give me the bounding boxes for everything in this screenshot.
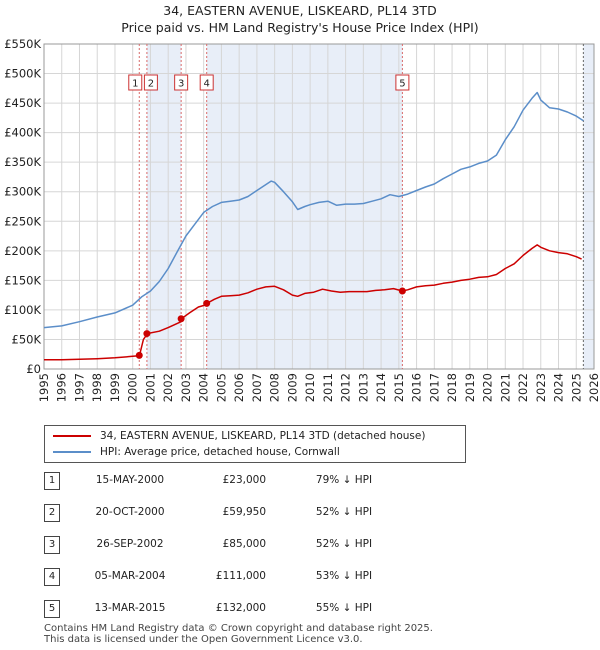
sale-label-box — [395, 74, 410, 91]
transaction-price: £23,000 — [222, 474, 266, 486]
sale-label: 4 — [204, 79, 210, 90]
y-tick-label: £150K — [4, 273, 41, 287]
x-tick-label: 2005 — [214, 373, 228, 402]
y-tick-label: £400K — [4, 126, 41, 140]
x-tick-label: 2008 — [268, 373, 282, 402]
sale-label-box — [199, 74, 214, 91]
x-tick-label: 2016 — [410, 373, 424, 402]
y-tick-label: £250K — [4, 214, 41, 228]
shaded-period — [583, 44, 594, 369]
sale-label: 2 — [148, 79, 154, 90]
sale-label-box — [174, 74, 189, 91]
legend-swatch-hpi — [53, 451, 91, 453]
legend-swatch-property — [53, 435, 91, 437]
sale-point — [398, 287, 406, 295]
sale-label: 5 — [399, 79, 405, 90]
x-tick-label: 2021 — [498, 373, 512, 402]
plot-frame — [43, 43, 595, 370]
x-tick-label: 2023 — [534, 373, 548, 402]
footer: Contains HM Land Registry data © Crown c… — [44, 623, 433, 645]
transaction-badge: 2 — [44, 504, 60, 522]
y-tick-label: £300K — [4, 185, 41, 199]
x-tick-label: 2010 — [303, 373, 317, 402]
legend-item-property: 34, EASTERN AVENUE, LISKEARD, PL14 3TD (… — [45, 428, 425, 444]
transaction-date: 05-MAR-2004 — [94, 570, 166, 582]
sale-label: 1 — [132, 79, 138, 90]
x-tick-label: 2025 — [569, 373, 583, 402]
x-tick-label: 2002 — [161, 373, 175, 402]
hpi-line — [43, 91, 584, 329]
chart-title: 34, EASTERN AVENUE, LISKEARD, PL14 3TD — [163, 3, 437, 18]
x-tick-label: 2014 — [374, 373, 388, 402]
y-tick-label: £0 — [26, 362, 41, 376]
x-tick-label: 1997 — [72, 373, 86, 402]
y-tick-label: £450K — [4, 96, 41, 110]
transaction-date: 26-SEP-2002 — [96, 538, 164, 550]
legend-item-hpi: HPI: Average price, detached house, Corn… — [45, 444, 340, 460]
sale-point — [177, 315, 185, 323]
x-tick-label: 2011 — [321, 373, 335, 402]
transaction-badge: 4 — [44, 568, 60, 586]
transaction-price: £59,950 — [222, 506, 266, 518]
transaction-hpi: 53% ↓ HPI — [315, 570, 373, 582]
footer-copyright: Contains HM Land Registry data © Crown c… — [44, 623, 433, 634]
legend-label-hpi: HPI: Average price, detached house, Corn… — [100, 446, 340, 458]
x-tick-label: 2001 — [143, 373, 157, 402]
x-tick-label: 2007 — [250, 373, 264, 402]
sale-label-box — [143, 74, 158, 91]
y-tick-label: £350K — [4, 155, 41, 169]
sale-point — [135, 351, 143, 359]
sale-point — [143, 330, 151, 338]
x-tick-label: 2024 — [552, 373, 566, 402]
x-tick-label: 1998 — [90, 373, 104, 402]
transaction-price: £111,000 — [215, 570, 266, 582]
legend: 34, EASTERN AVENUE, LISKEARD, PL14 3TD (… — [44, 425, 466, 463]
transaction-badge: 1 — [44, 472, 60, 490]
x-tick-label: 2006 — [232, 373, 246, 402]
shaded-period — [146, 44, 182, 369]
x-tick-label: 2020 — [481, 373, 495, 402]
y-tick-label: £100K — [4, 303, 41, 317]
transaction-date: 13-MAR-2015 — [94, 602, 166, 614]
sale-point — [203, 299, 211, 307]
y-tick-label: £50K — [12, 332, 42, 346]
x-tick-label: 2022 — [516, 373, 530, 402]
transaction-price: £85,000 — [222, 538, 266, 550]
property-price-line — [43, 244, 582, 361]
x-tick-label: 2012 — [339, 373, 353, 402]
transaction-hpi: 52% ↓ HPI — [315, 538, 373, 550]
x-tick-label: 2013 — [356, 373, 370, 402]
sale-label: 3 — [178, 79, 184, 90]
x-tick-label: 2019 — [463, 373, 477, 402]
sale-label-box — [128, 74, 143, 91]
transaction-badge: 5 — [44, 600, 60, 618]
transaction-hpi: 55% ↓ HPI — [315, 602, 373, 614]
footer-license: This data is licensed under the Open Gov… — [44, 634, 363, 645]
x-tick-label: 2018 — [445, 373, 459, 402]
x-tick-label: 2009 — [285, 373, 299, 402]
transaction-date: 20-OCT-2000 — [95, 506, 165, 518]
x-tick-label: 2017 — [427, 373, 441, 402]
x-tick-label: 2015 — [392, 373, 406, 402]
x-tick-label: 1995 — [37, 373, 51, 402]
x-tick-label: 1996 — [55, 373, 69, 402]
y-tick-label: £550K — [4, 37, 41, 51]
transaction-badge: 3 — [44, 536, 60, 554]
chart-subtitle: Price paid vs. HM Land Registry's House … — [121, 20, 479, 35]
x-tick-label: 2026 — [587, 373, 600, 402]
y-tick-label: £200K — [4, 244, 41, 258]
x-tick-label: 2004 — [197, 373, 211, 402]
x-tick-label: 2003 — [179, 373, 193, 402]
legend-label-property: 34, EASTERN AVENUE, LISKEARD, PL14 3TD (… — [100, 430, 426, 442]
transaction-hpi: 79% ↓ HPI — [315, 474, 373, 486]
transaction-hpi: 52% ↓ HPI — [315, 506, 373, 518]
y-tick-label: £500K — [4, 67, 41, 81]
x-tick-label: 2000 — [126, 373, 140, 402]
x-tick-label: 1999 — [108, 373, 122, 402]
transaction-date: 15-MAY-2000 — [95, 474, 165, 486]
transaction-price: £132,000 — [215, 602, 266, 614]
